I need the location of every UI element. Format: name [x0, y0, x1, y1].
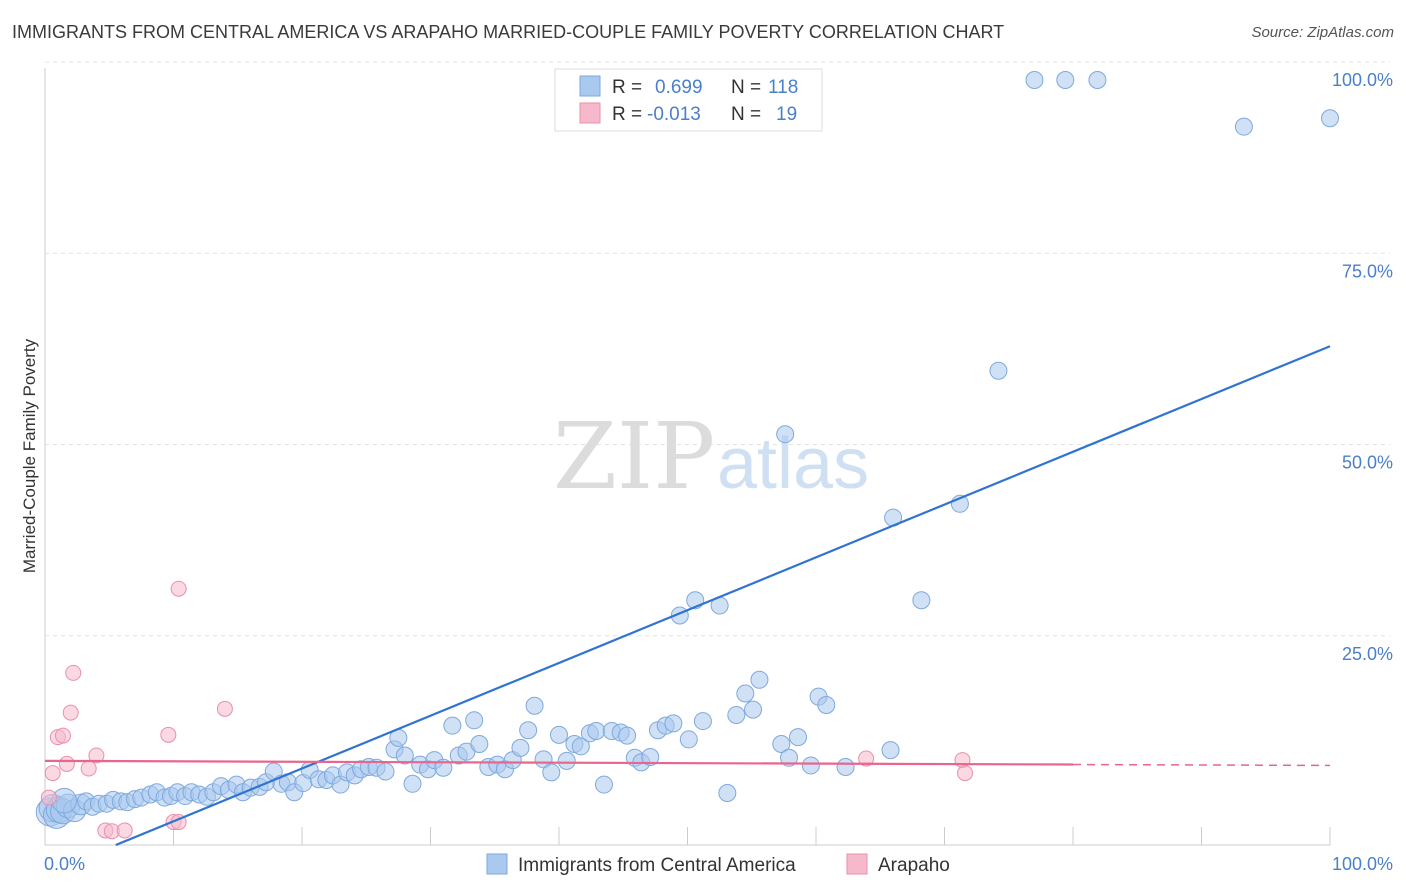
arapaho-point-12 [160, 726, 177, 743]
arapaho-point-3 [54, 727, 71, 744]
central-america-point-67 [511, 738, 530, 757]
central-america-point-72 [550, 725, 568, 744]
arapaho-point-6 [65, 664, 82, 681]
central-america-point-99 [776, 425, 795, 444]
legend-n-label-1: N = [731, 104, 761, 125]
trend-line-central-america [115, 345, 1331, 847]
central-america-point-114 [1234, 117, 1253, 136]
arapaho-point-18 [954, 752, 971, 769]
stats-legend: R = 0.699 N = 118 R = -0.013 N = 19 [554, 68, 823, 132]
central-america-point-104 [817, 696, 836, 715]
central-america-point-94 [727, 705, 746, 724]
central-america-point-110 [989, 361, 1008, 380]
central-america-point-96 [744, 700, 763, 719]
central-america-point-113 [1088, 71, 1107, 89]
central-america-point-87 [664, 714, 683, 733]
legend-r-label-1: R = [612, 104, 642, 125]
arapaho-point-16 [216, 700, 233, 717]
legend-r-value-0: 0.699 [655, 77, 703, 98]
central-america-point-112 [1056, 71, 1075, 89]
arapaho-point-0 [40, 789, 57, 806]
y-tick-label-1: 50.0% [1342, 453, 1393, 473]
central-america-point-73 [557, 751, 576, 770]
legend-r-label-0: R = [612, 77, 642, 98]
central-america-point-68 [519, 721, 538, 740]
arapaho-point-11 [116, 822, 133, 839]
central-america-point-69 [525, 696, 544, 715]
arapaho-point-1 [44, 765, 61, 782]
central-america-point-102 [801, 756, 820, 775]
y-axis-label: Married-Couple Family Poverty [20, 338, 39, 573]
legend-n-value-1: 19 [776, 104, 797, 125]
arapaho-point-7 [80, 760, 97, 777]
central-america-point-115 [1321, 109, 1339, 128]
legend-n-label-0: N = [731, 77, 761, 98]
x-tick-labels: 0.0% 100.0% [44, 854, 1393, 874]
central-america-point-89 [679, 730, 698, 749]
y-tick-labels: 25.0% 50.0% 75.0% 100.0% [1332, 70, 1393, 664]
central-america-point-97 [750, 670, 769, 689]
central-america-point-106 [881, 741, 900, 760]
central-america-point-62 [470, 735, 489, 754]
grid-lines [45, 61, 1390, 637]
central-america-point-49 [376, 762, 395, 781]
central-america-point-98 [772, 735, 791, 754]
arapaho-point-17 [858, 750, 875, 767]
trend-lines [44, 345, 1331, 847]
legend-swatch-central-america [579, 75, 601, 97]
arapaho-point-4 [58, 755, 75, 772]
bottom-swatch-central-america [486, 853, 508, 875]
central-america-point-61 [465, 711, 484, 730]
watermark-zip: ZIP [553, 403, 715, 510]
central-america-point-71 [542, 763, 561, 782]
central-america-point-95 [736, 684, 755, 703]
chart-title: IMMIGRANTS FROM CENTRAL AMERICA VS ARAPA… [12, 22, 1005, 42]
trend-line-arapaho [44, 759, 1074, 766]
bottom-swatch-arapaho [846, 853, 868, 875]
legend-n-value-0: 118 [768, 77, 798, 98]
y-tick-label-2: 75.0% [1342, 261, 1393, 281]
central-america-point-93 [718, 783, 737, 802]
source-label: Source: ZipAtlas.com [1251, 24, 1394, 41]
central-america-point-105 [836, 757, 855, 776]
central-america-point-52 [395, 746, 414, 765]
y-tick-label-3: 100.0% [1332, 70, 1393, 90]
central-america-point-111 [1025, 71, 1044, 89]
central-america-point-81 [618, 726, 637, 745]
central-america-point-100 [780, 748, 799, 767]
arapaho-point-15 [170, 580, 187, 597]
central-america-point-78 [594, 775, 613, 794]
axes [44, 68, 1331, 846]
central-america-point-91 [693, 712, 712, 731]
x-tick-label-1: 100.0% [1332, 854, 1393, 874]
central-america-point-57 [434, 758, 453, 777]
y-tick-label-0: 25.0% [1342, 644, 1393, 664]
central-america-point-75 [571, 737, 590, 756]
legend-r-value-1: -0.013 [647, 104, 701, 125]
central-america-point-58 [443, 716, 462, 735]
x-tick-label-0: 0.0% [44, 854, 85, 874]
central-america-point-53 [403, 774, 422, 793]
central-america-point-77 [587, 722, 606, 741]
central-america-point-84 [641, 748, 660, 767]
arapaho-point-19 [957, 765, 974, 782]
bottom-legend-central-america: Immigrants from Central America [518, 855, 796, 876]
series-legend: Immigrants from Central America Arapaho [486, 853, 950, 876]
legend-swatch-arapaho [579, 102, 601, 124]
trend-line-arapaho-extension [1072, 763, 1331, 767]
arapaho-point-5 [62, 704, 79, 721]
bottom-legend-arapaho: Arapaho [878, 855, 950, 876]
arapaho-point-8 [88, 747, 105, 764]
central-america-point-101 [789, 728, 808, 747]
watermark: ZIP atlas [553, 403, 869, 510]
central-america-point-108 [912, 591, 931, 610]
